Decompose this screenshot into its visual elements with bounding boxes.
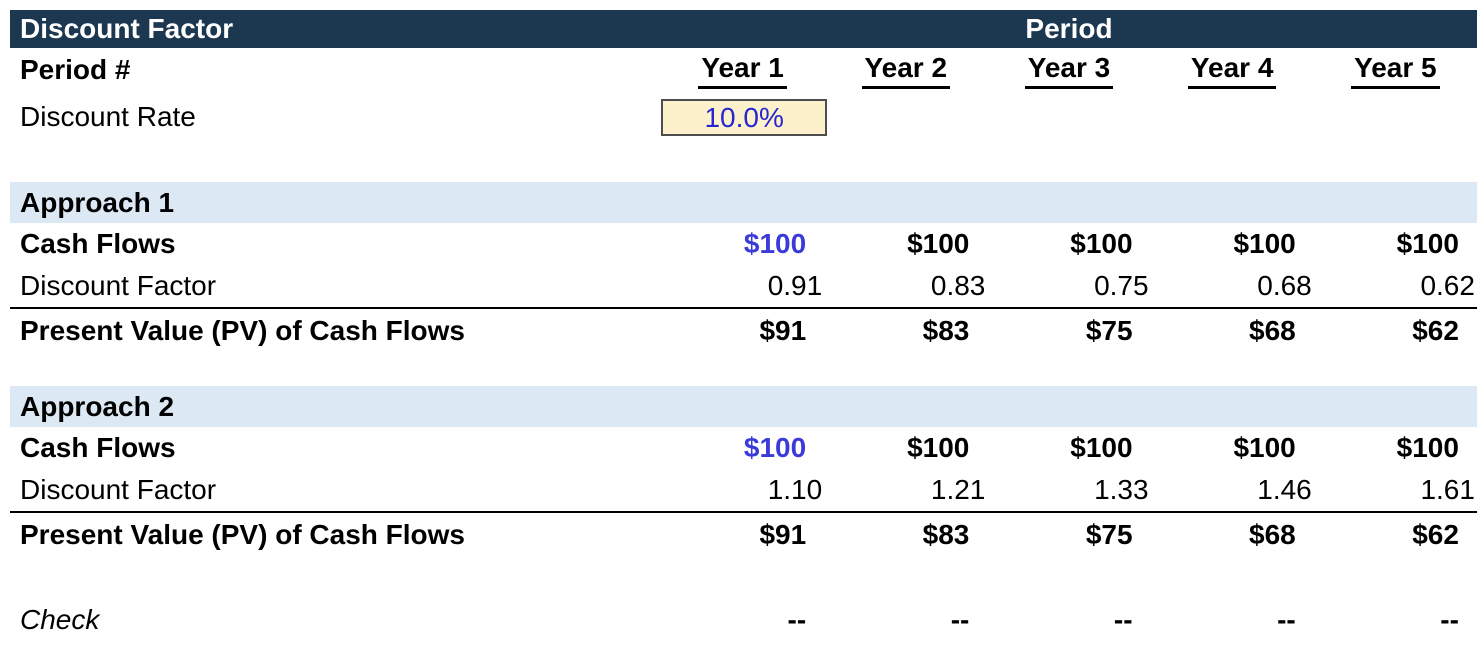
section-title: Approach 2: [20, 390, 175, 422]
year-5-label: Year 5: [1351, 52, 1440, 89]
cash-flow-value-year-4: $100: [1233, 227, 1296, 259]
present-value-year-3: $75: [1085, 519, 1133, 550]
discount-factor-value-year-3: 0.75: [1094, 269, 1149, 301]
page-title: Discount Factor: [20, 13, 234, 44]
discount-factor-value-year-3: 1.33: [1094, 473, 1149, 505]
column-header-year-4: Year 4: [1151, 52, 1314, 89]
year-2-label: Year 2: [861, 52, 951, 89]
discount-factor-row-approach-1: Discount Factor 0.91 0.83 0.75 0.68 0.62: [10, 264, 1477, 307]
check-value-year-5: --: [1440, 604, 1459, 635]
column-header-year-5: Year 5: [1314, 52, 1477, 89]
present-value-year-3: $75: [1085, 315, 1133, 346]
present-value-year-2: $83: [922, 315, 970, 346]
discount-factor-value-year-4: 1.46: [1257, 473, 1312, 505]
present-value-row-approach-1: Present Value (PV) of Cash Flows $91 $83…: [10, 307, 1477, 353]
spacer: [10, 353, 1477, 386]
cash-flows-row-approach-2: Cash Flows $100 $100 $100 $100 $100: [10, 427, 1477, 468]
year-3-label: Year 3: [1024, 52, 1114, 89]
discount-rate-input[interactable]: 10.0%: [661, 98, 828, 136]
cash-flows-label: Cash Flows: [20, 431, 176, 463]
present-value-year-1: $91: [759, 315, 807, 346]
discount-factor-label: Discount Factor: [20, 473, 217, 505]
cash-flow-value-year-1: $100: [743, 227, 807, 259]
check-value-year-4: --: [1277, 604, 1296, 635]
discount-factor-label: Discount Factor: [20, 269, 217, 301]
check-row: Check -- -- -- -- --: [10, 599, 1477, 641]
cash-flow-value-year-3: $100: [1070, 431, 1133, 463]
cash-flow-value-year-2: $100: [907, 227, 970, 259]
present-value-row-approach-2: Present Value (PV) of Cash Flows $91 $83…: [10, 511, 1477, 557]
present-value-label: Present Value (PV) of Cash Flows: [20, 315, 466, 346]
discount-factor-value-year-1: 1.10: [767, 473, 823, 505]
present-value-year-5: $62: [1412, 315, 1459, 346]
discount-factor-sheet: Discount Factor Period Period # Year 1 Y…: [10, 10, 1477, 646]
year-4-label: Year 4: [1187, 52, 1277, 89]
discount-factor-value-year-2: 1.21: [930, 473, 986, 505]
period-number-label: Period #: [20, 54, 131, 85]
discount-factor-value-year-2: 0.83: [930, 269, 986, 301]
present-value-year-2: $83: [922, 519, 970, 550]
column-header-year-2: Year 2: [824, 52, 987, 89]
discount-factor-value-year-5: 1.61: [1420, 473, 1475, 505]
cash-flow-value-year-4: $100: [1233, 431, 1296, 463]
cash-flows-row-approach-1: Cash Flows $100 $100 $100 $100 $100: [10, 223, 1477, 264]
check-value-year-2: --: [950, 604, 970, 635]
spacer: [10, 557, 1477, 599]
discount-factor-value-year-5: 0.62: [1420, 269, 1475, 301]
present-value-year-4: $68: [1249, 519, 1296, 550]
cash-flows-label: Cash Flows: [20, 227, 176, 259]
discount-rate-label: Discount Rate: [20, 101, 196, 132]
cash-flow-value-year-5: $100: [1396, 227, 1459, 259]
cash-flow-value-year-5: $100: [1396, 431, 1459, 463]
check-value-year-3: --: [1113, 604, 1133, 635]
present-value-label: Present Value (PV) of Cash Flows: [20, 519, 466, 550]
spacer: [10, 142, 1477, 182]
check-label: Check: [20, 604, 100, 635]
section-header-approach-2: Approach 2: [10, 386, 1477, 427]
column-header-year-1: Year 1: [661, 52, 824, 89]
section-header-approach-1: Approach 1: [10, 182, 1477, 223]
cash-flow-value-year-1: $100: [743, 431, 807, 463]
column-header-year-3: Year 3: [987, 52, 1150, 89]
discount-rate-row: Discount Rate 10.0%: [10, 92, 1477, 142]
discount-factor-value-year-4: 0.68: [1257, 269, 1312, 301]
discount-factor-value-year-1: 0.91: [767, 269, 823, 301]
period-group-header: Period: [1025, 13, 1113, 44]
check-value-year-1: --: [787, 604, 807, 635]
present-value-year-1: $91: [759, 519, 807, 550]
period-header-row: Period # Year 1 Year 2 Year 3 Year 4 Yea…: [10, 48, 1477, 92]
present-value-year-5: $62: [1412, 519, 1459, 550]
title-bar: Discount Factor Period: [10, 10, 1477, 48]
cash-flow-value-year-3: $100: [1070, 227, 1133, 259]
present-value-year-4: $68: [1249, 315, 1296, 346]
cash-flow-value-year-2: $100: [907, 431, 970, 463]
section-title: Approach 1: [20, 186, 175, 218]
year-1-label: Year 1: [698, 52, 787, 89]
discount-factor-row-approach-2: Discount Factor 1.10 1.21 1.33 1.46 1.61: [10, 468, 1477, 511]
